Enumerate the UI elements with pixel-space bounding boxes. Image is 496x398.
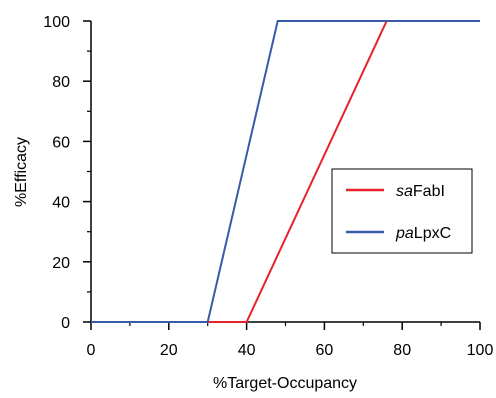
ticks: 0 20 40 60 80 100 0 20 40 60 80 100 xyxy=(43,14,493,359)
x-tick-label: 60 xyxy=(316,342,334,359)
series-line-paLpxC xyxy=(91,20,480,323)
legend-label-paLpxC: paLpxC xyxy=(395,225,451,242)
series-lines xyxy=(91,20,480,323)
y-axis-label: %Efficacy xyxy=(13,137,30,207)
x-tick-label: 80 xyxy=(393,342,411,359)
y-tick-label: 20 xyxy=(52,255,70,272)
legend-label-saFabI: saFabI xyxy=(396,183,445,200)
x-tick-label: 0 xyxy=(87,342,96,359)
y-tick-label: 40 xyxy=(52,195,70,212)
legend-box xyxy=(331,168,473,254)
y-tick-label: 60 xyxy=(52,134,70,151)
x-tick-label: 20 xyxy=(160,342,178,359)
y-tick-label: 80 xyxy=(52,74,70,91)
y-tick-label: 100 xyxy=(43,14,70,31)
x-axis-label: %Target-Occupancy xyxy=(213,375,357,392)
legend: saFabI paLpxC xyxy=(331,168,473,254)
x-tick-label: 100 xyxy=(467,342,494,359)
x-tick-label: 40 xyxy=(238,342,256,359)
y-tick-label: 0 xyxy=(61,315,70,332)
